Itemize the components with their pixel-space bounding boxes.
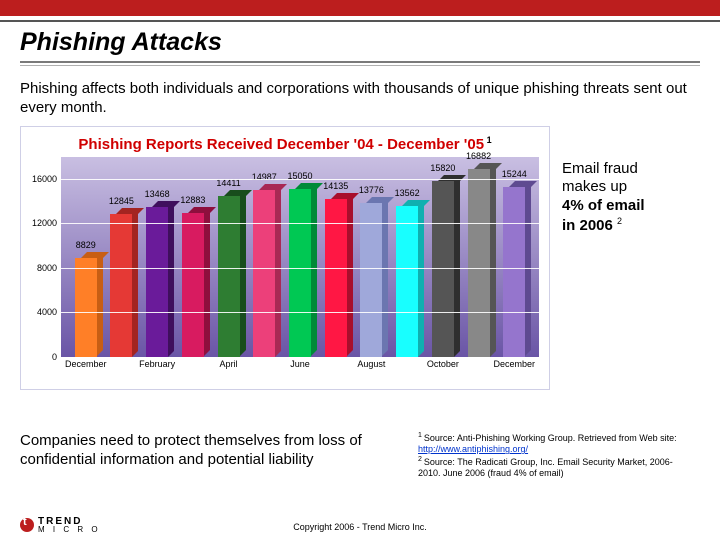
title-underline-thin: [20, 65, 700, 66]
bar-value-label: 15820: [423, 163, 463, 173]
callout: Email fraud makes up 4% of email in 2006…: [562, 126, 697, 236]
copyright: Copyright 2006 - Trend Micro Inc.: [0, 522, 720, 532]
source-link[interactable]: http://www.antiphishing.org/: [418, 444, 528, 454]
title-underline: [20, 61, 700, 63]
bars: 8829128451346812883144111498715050141351…: [61, 157, 539, 357]
conclusion: Companies need to protect themselves fro…: [20, 432, 400, 479]
callout-line: 4% of email: [562, 197, 697, 216]
callout-line: in 2006 2: [562, 216, 697, 236]
slide: Phishing Attacks Phishing affects both i…: [0, 0, 720, 540]
chart: Phishing Reports Received December '04 -…: [20, 126, 550, 390]
bar-value-label: 13468: [137, 189, 177, 199]
x-axis-ticks: DecemberFebruaryAprilJuneAugustOctoberDe…: [61, 359, 539, 385]
bar-value-label: 12845: [101, 196, 141, 206]
callout-line: makes up: [562, 178, 697, 197]
sources: 1 Source: Anti-Phishing Working Group. R…: [418, 432, 688, 479]
bar-value-label: 8829: [66, 240, 106, 250]
bar-value-label: 13562: [387, 188, 427, 198]
bar-value-label: 15244: [494, 169, 534, 179]
bar-value-label: 16882: [459, 151, 499, 161]
slide-title: Phishing Attacks: [20, 28, 700, 57]
bar-value-label: 15050: [280, 171, 320, 181]
bar-value-label: 12883: [173, 195, 213, 205]
accent-bar: [0, 0, 720, 16]
bar-value-label: 13776: [351, 185, 391, 195]
chart-row: Phishing Reports Received December '04 -…: [20, 126, 700, 390]
plot-area: 8829128451346812883144111498715050141351…: [61, 157, 539, 357]
title-area: Phishing Attacks: [0, 22, 720, 74]
body: Phishing affects both individuals and co…: [0, 74, 720, 390]
intro-text: Phishing affects both individuals and co…: [20, 80, 700, 118]
bar-value-label: 14987: [244, 172, 284, 182]
y-axis-ticks: 0400080001200016000: [21, 157, 61, 357]
bar-value-label: 14411: [209, 178, 249, 188]
chart-title: Phishing Reports Received December '04 -…: [21, 127, 549, 153]
callout-line: Email fraud: [562, 160, 697, 179]
bottom-row: Companies need to protect themselves fro…: [20, 432, 700, 479]
bar-value-label: 14135: [316, 181, 356, 191]
